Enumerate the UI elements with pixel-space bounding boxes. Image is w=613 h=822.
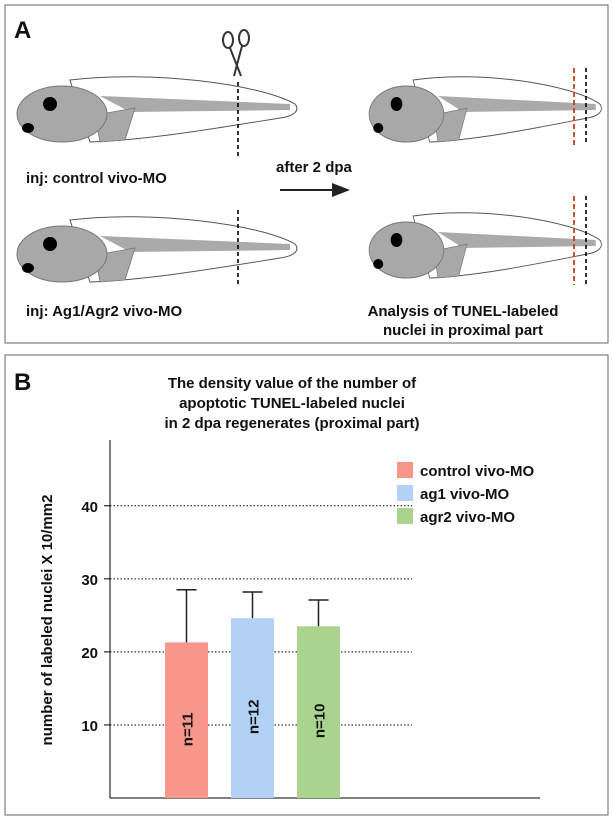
bar	[297, 626, 340, 798]
bar-annotation: n=12	[246, 700, 263, 735]
chart-title: apoptotic TUNEL-labeled nuclei	[179, 395, 405, 412]
bar-annotation: n=10	[312, 704, 329, 739]
panel-label: B	[14, 369, 31, 396]
legend-swatch	[397, 508, 413, 524]
bar	[165, 642, 208, 798]
label: Analysis of TUNEL-labeled	[368, 303, 559, 320]
y-tick-label: 30	[81, 572, 98, 589]
arrow	[280, 183, 350, 197]
label: inj: control vivo-MO	[26, 170, 167, 187]
legend-swatch	[397, 485, 413, 501]
chart-title: The density value of the number of	[168, 375, 417, 392]
y-tick-label: 10	[81, 718, 98, 735]
label: after 2 dpa	[276, 159, 353, 176]
chart-title: in 2 dpa regenerates (proximal part)	[164, 415, 419, 432]
legend-label: agr2 vivo-MO	[420, 509, 515, 526]
panel-a-frame	[4, 4, 609, 344]
label: nuclei in proximal part	[383, 322, 543, 339]
bar-annotation: n=11	[180, 712, 197, 746]
y-tick-label: 20	[81, 645, 98, 662]
y-tick-label: 40	[81, 499, 98, 516]
panel-label: A	[14, 17, 31, 44]
scissors	[222, 29, 250, 77]
legend-label: ag1 vivo-MO	[420, 486, 510, 503]
legend-swatch	[397, 462, 413, 478]
label: inj: Ag1/Agr2 vivo-MO	[26, 303, 182, 320]
bar	[231, 618, 274, 798]
legend-label: control vivo-MO	[420, 463, 535, 480]
y-axis-label: number of labeled nuclei X 10/mm2	[39, 495, 56, 746]
